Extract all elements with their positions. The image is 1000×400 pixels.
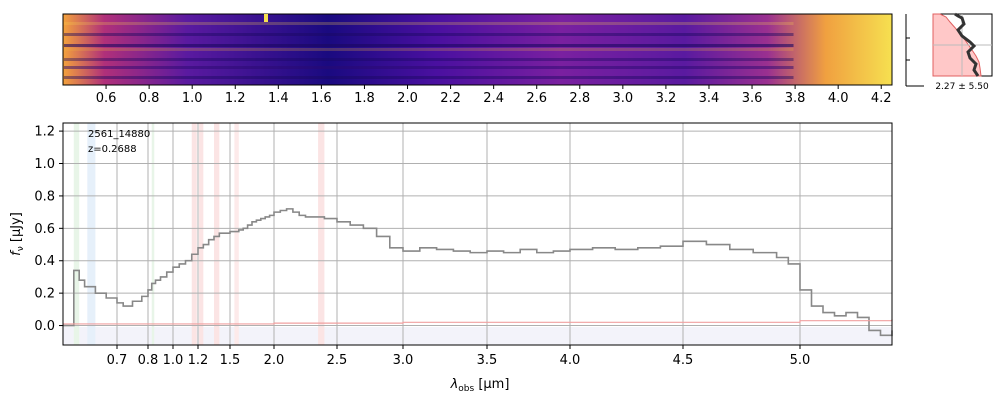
below-zero-shade <box>63 327 892 345</box>
heatmap-x-tick-label: 3.6 <box>742 91 763 106</box>
x-tick-label: 1.2 <box>188 353 209 368</box>
heatmap-image <box>62 13 893 86</box>
heatmap-x-tick-label: 2.2 <box>440 91 461 106</box>
x-ticks: 0.7 0.8 1.0 1.2 1.5 2.0 2.5 3.0 3.5 4.0 4.5 5.0 <box>107 345 811 368</box>
x-tick-label: 0.8 <box>138 353 159 368</box>
series <box>63 208 893 337</box>
shaded-band <box>234 123 239 345</box>
error-line <box>63 319 893 325</box>
heatmap-rows <box>64 14 794 79</box>
shaded-band <box>73 123 80 345</box>
heatmap-x-tick-label: 1.6 <box>311 91 332 106</box>
heatmap-stripe <box>64 66 794 69</box>
annotation-z: z=0.2688 <box>88 144 137 155</box>
heatmap-stripe <box>64 48 794 51</box>
heatmap-x-tick-label: 2.4 <box>483 91 504 106</box>
heatmap-x-tick-label: 3.2 <box>656 91 677 106</box>
heatmap-stripe <box>64 44 794 47</box>
x-tick-label: 4.0 <box>560 353 581 368</box>
x-tick-label: 5.0 <box>790 353 811 368</box>
heatmap-x-tick-label: 3.8 <box>785 91 806 106</box>
heatmap-x-tick-label: 3.0 <box>613 91 634 106</box>
heatmap-x-tick-label: 1.4 <box>268 91 289 106</box>
heatmap-x-tick-label: 4.0 <box>828 91 849 106</box>
heatmap-stripe <box>64 58 794 61</box>
profile-panel: 2.27 ± 5.50 <box>905 12 993 92</box>
shaded-band <box>87 123 96 345</box>
heatmap-x-tick-label: 1.2 <box>225 91 246 106</box>
y-tick-label: 0.2 <box>34 287 55 302</box>
x-tick-label: 3.0 <box>393 353 414 368</box>
shaded-band <box>214 123 220 345</box>
x-tick-label: 2.5 <box>327 353 348 368</box>
profile-label: 2.27 ± 5.50 <box>935 82 989 92</box>
heatmap-hot-pixel <box>264 14 268 22</box>
shaded-band <box>199 123 204 345</box>
heatmap-x-tick-label: 4.2 <box>871 91 892 106</box>
x-tick-label: 1.5 <box>220 353 241 368</box>
y-tick-label: 1.0 <box>34 157 55 172</box>
heatmap-panel: 0.6 0.8 1.0 1.2 1.4 1.6 1.8 2.0 2.2 2.4 2.6 2.8 3.0 3… <box>62 13 893 106</box>
x-tick-label: 4.5 <box>673 353 694 368</box>
heatmap-x-tick-label: 2.6 <box>526 91 547 106</box>
y-axis-label: fν [μJy] <box>9 212 26 256</box>
shaded-band <box>191 123 197 345</box>
heatmap-stripe <box>64 76 794 79</box>
shaded-band <box>151 123 155 345</box>
heatmap-x-tick-label: 2.8 <box>569 91 590 106</box>
spectrum-line <box>63 208 893 337</box>
heatmap-x-tick-label: 2.0 <box>397 91 418 106</box>
profile-line <box>954 12 980 77</box>
heatmap-stripe <box>64 22 794 25</box>
heatmap-x-tick-label: 0.8 <box>139 91 160 106</box>
y-tick-label: 0.6 <box>34 222 55 237</box>
shaded-bands <box>73 123 325 345</box>
annotation-id: 2561_14880 <box>88 129 150 140</box>
heatmap-x-tick-label: 1.0 <box>182 91 203 106</box>
x-tick-label: 0.7 <box>107 353 128 368</box>
y-tick-label: 1.2 <box>34 125 55 140</box>
heatmap-x-ticks: 0.6 0.8 1.0 1.2 1.4 1.6 1.8 2.0 2.2 2.4 2.6 2.8 3.0 3… <box>96 85 892 106</box>
heatmap-x-tick-label: 1.8 <box>354 91 375 106</box>
heatmap-x-tick-label: 3.4 <box>699 91 720 106</box>
x-tick-label: 2.0 <box>264 353 285 368</box>
plot-area <box>63 123 892 345</box>
x-tick-label: 3.5 <box>477 353 498 368</box>
y-tick-label: 0.0 <box>34 319 55 334</box>
y-ticks: 0.0 0.2 0.4 0.6 0.8 1.0 1.2 <box>34 125 63 334</box>
y-tick-label: 0.8 <box>34 189 55 204</box>
heatmap-x-tick-label: 0.6 <box>96 91 117 106</box>
grid <box>63 123 892 345</box>
heatmap-stripe <box>64 33 794 36</box>
shaded-band <box>318 123 325 345</box>
x-tick-label: 1.0 <box>163 353 184 368</box>
spectrum-panel: 0.7 0.8 1.0 1.2 1.5 2.0 2.5 3.0 3.5 4.0 4.5 5.0 0.0… <box>9 122 893 394</box>
y-tick-label: 0.4 <box>34 254 55 269</box>
x-axis-label: λobs [μm] <box>450 377 510 394</box>
